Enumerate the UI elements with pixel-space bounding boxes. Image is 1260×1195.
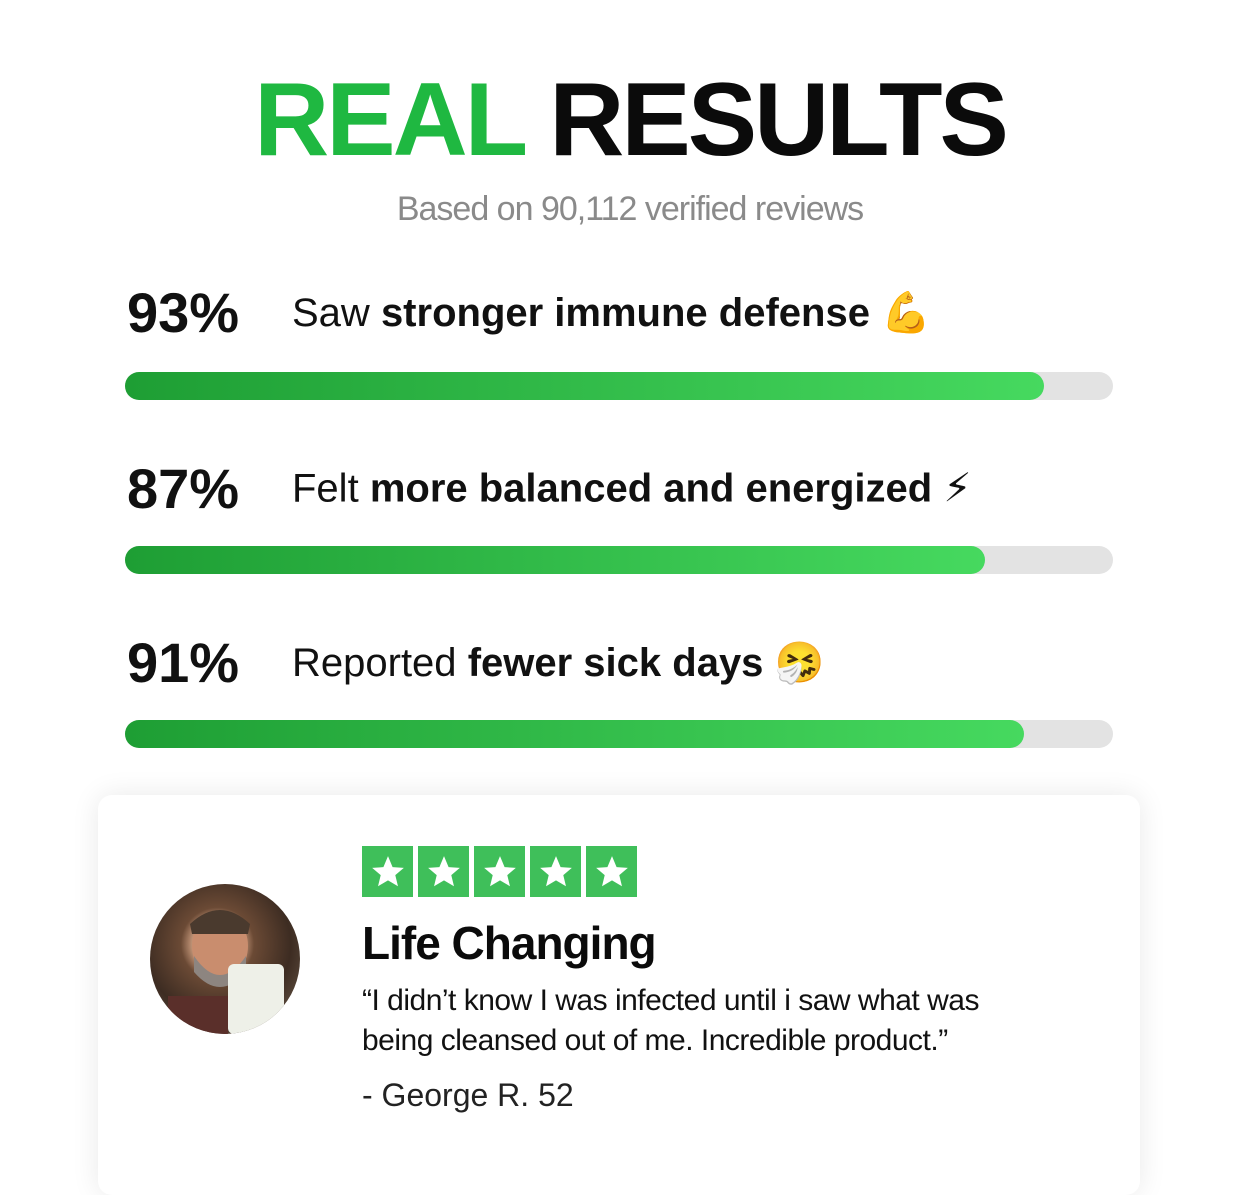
star-icon (539, 855, 572, 886)
review-title: Life Changing (362, 917, 657, 969)
subtitle: Based on 90,112 verified reviews (396, 190, 864, 228)
avatar-art (168, 910, 284, 1034)
stat-prefix: Felt (292, 466, 359, 511)
stat-highlight: more balanced and energized (369, 466, 933, 511)
progress-track (125, 720, 1113, 748)
progress-fill (125, 720, 1025, 748)
stat-text: Saw stronger immune defense 💪 (292, 291, 931, 335)
stat-row: 93% Saw stronger immune defense 💪 (127, 280, 931, 345)
progress-track (125, 372, 1113, 400)
star-rating (362, 846, 637, 897)
stat-percent: 87% (127, 457, 240, 520)
stat-prefix: Saw (292, 291, 370, 335)
stat-text: Reported fewer sick days 🤧 (292, 641, 824, 685)
star (530, 846, 581, 897)
stat-emoji: 🤧 (774, 641, 825, 685)
stat-prefix: Reported (292, 641, 457, 685)
stat-emoji: 💪 (881, 291, 931, 335)
stat-highlight: stronger immune defense (380, 291, 870, 335)
progress-fill (125, 546, 985, 574)
headline: REAL RESULTS (0, 68, 1260, 172)
review-quote-line: being cleansed out of me. Incredible pro… (362, 1024, 948, 1057)
progress-fill (125, 372, 1044, 400)
star-icon (483, 855, 516, 886)
review-author: - George R. 52 (362, 1077, 574, 1113)
avatar (150, 884, 300, 1034)
stat-emoji: ⚡ (943, 466, 972, 511)
star-icon (371, 855, 404, 886)
stat-percent: 91% (127, 631, 240, 694)
stat-highlight: fewer sick days (467, 641, 764, 685)
stat-text: Felt more balanced and energized ⚡ (292, 467, 971, 511)
stat-percent: 93% (127, 281, 240, 344)
star (362, 846, 413, 897)
headline-highlight: REAL (254, 62, 526, 178)
star-icon (427, 855, 460, 886)
progress-track (125, 546, 1113, 574)
star (586, 846, 637, 897)
review-quote-line: “I didn’t know I was infected until i sa… (362, 984, 979, 1017)
star (474, 846, 525, 897)
star (418, 846, 469, 897)
stat-row: 91% Reported fewer sick days 🤧 (127, 630, 824, 695)
star-icon (595, 855, 628, 886)
headline-rest: RESULTS (549, 62, 1009, 178)
stat-row: 87% Felt more balanced and energized ⚡ (127, 456, 971, 521)
